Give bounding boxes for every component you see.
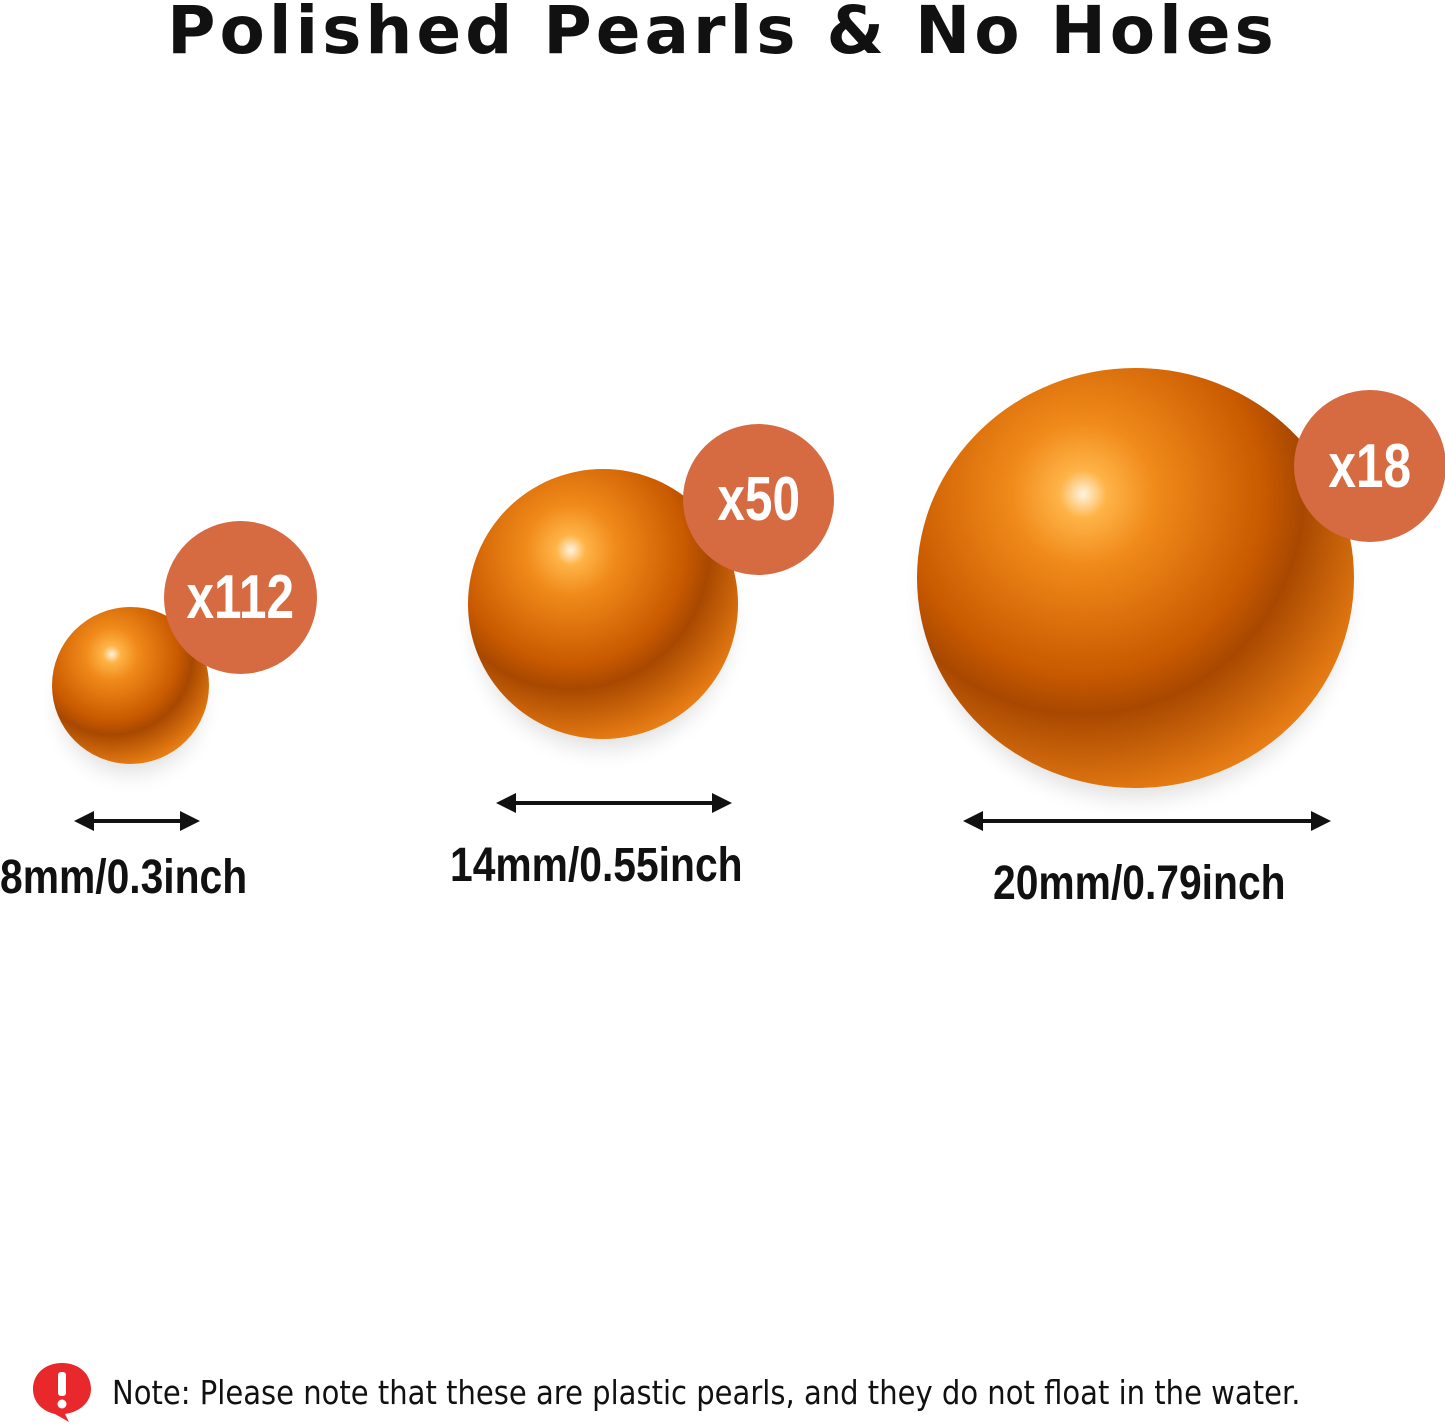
size-arrow-large — [963, 811, 1331, 831]
quantity-label: x18 — [1328, 431, 1412, 501]
note: Note: Please note that these are plastic… — [30, 1360, 1445, 1424]
page-title: Polished Pearls & No Holes — [167, 0, 1278, 69]
quantity-badge-large: x18 — [1294, 390, 1445, 542]
pearl-large — [917, 368, 1354, 788]
quantity-badge-medium: x50 — [683, 424, 834, 575]
quantity-label: x50 — [717, 465, 800, 534]
quantity-label: x112 — [186, 563, 295, 632]
size-arrow-medium — [496, 793, 732, 813]
size-label-large: 20mm/0.79inch — [993, 857, 1286, 910]
size-arrow-small — [74, 811, 200, 831]
size-label-small: 8mm/0.3inch — [0, 851, 248, 904]
quantity-badge-small: x112 — [164, 521, 317, 674]
exclamation-speech-bubble-icon — [33, 1363, 91, 1422]
size-label-medium: 14mm/0.55inch — [450, 839, 743, 892]
note-text: Note: Please note that these are plastic… — [112, 1372, 1301, 1412]
